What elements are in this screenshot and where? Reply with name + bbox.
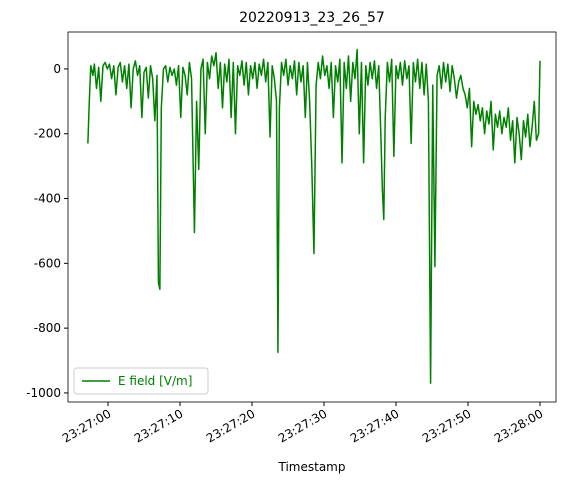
legend-label: E field [V/m]: [118, 374, 192, 388]
plot-frame: [67, 31, 557, 403]
y-tick-label: -400: [34, 192, 61, 206]
data-line: [87, 48, 541, 384]
y-tick-label: 0: [53, 62, 61, 76]
y-tick-label: -200: [34, 127, 61, 141]
legend-box: [73, 367, 209, 395]
x-axis-label: Timestamp: [278, 460, 346, 474]
y-tick-label: -800: [34, 321, 61, 335]
chart-title: 20220913_23_26_57: [239, 10, 385, 26]
y-tick-label: -1000: [26, 386, 61, 400]
y-tick-label: -600: [34, 256, 61, 270]
